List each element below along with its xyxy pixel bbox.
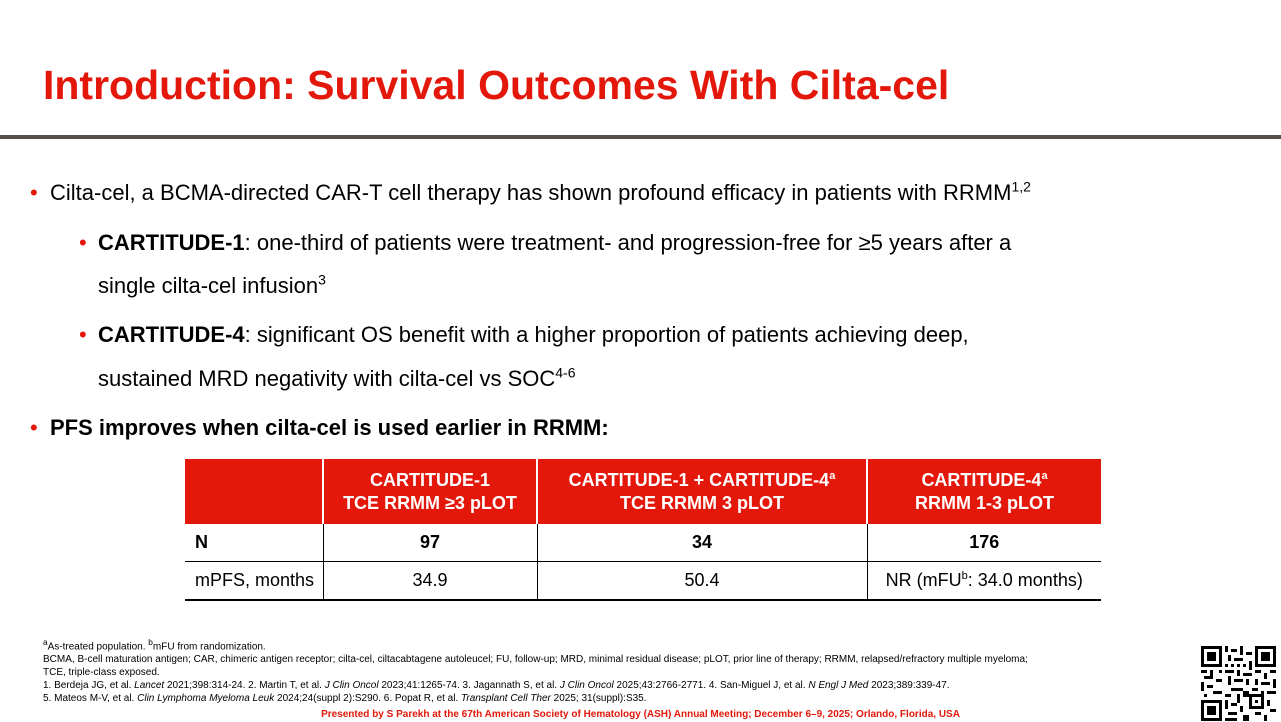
table-cell: N bbox=[185, 524, 324, 562]
presented-by-footer: Presented by S Parekh at the 67th Americ… bbox=[321, 709, 960, 720]
table-cell: NR (mFUb: 34.0 months) bbox=[867, 561, 1101, 601]
references-line-1: 1. Berdeja JG, et al. Lancet 2021;398:31… bbox=[43, 680, 950, 692]
table-header: CARTITUDE-1 + CARTITUDE-4a TCE RRMM 3 pLO… bbox=[537, 459, 868, 524]
bullet-3-line2: sustained MRD negativity with cilta-cel … bbox=[98, 364, 576, 391]
bullet-marker: • bbox=[79, 322, 87, 347]
table-header-empty bbox=[185, 459, 324, 524]
table-cell: 34 bbox=[537, 524, 868, 562]
bullet-2: CARTITUDE-1: one-third of patients were … bbox=[98, 230, 1012, 255]
bullet-marker: • bbox=[30, 180, 38, 205]
table-header: CARTITUDE-4a RRMM 1-3 pLOT bbox=[867, 459, 1101, 524]
bullet-2-line2: single cilta-cel infusion3 bbox=[98, 271, 326, 298]
table-row: mPFS, months 34.9 50.4 NR (mFUb: 34.0 mo… bbox=[185, 561, 1101, 601]
abbreviations: BCMA, B-cell maturation antigen; CAR, ch… bbox=[43, 654, 1028, 666]
table-header: CARTITUDE-1 TCE RRMM ≥3 pLOT bbox=[323, 459, 538, 524]
footnote-line: aAs-treated population. bmFU from random… bbox=[43, 637, 266, 653]
title-divider bbox=[0, 135, 1281, 139]
bullet-marker: • bbox=[79, 230, 87, 255]
table-row: N 97 34 176 bbox=[185, 524, 1101, 562]
table-cell: 97 bbox=[323, 524, 538, 562]
table-cell: mPFS, months bbox=[185, 561, 324, 601]
qr-code-icon bbox=[1201, 646, 1276, 721]
table-cell: 176 bbox=[867, 524, 1101, 562]
slide-title: Introduction: Survival Outcomes With Cil… bbox=[43, 62, 950, 108]
table-cell: 34.9 bbox=[323, 561, 538, 601]
pfs-table: CARTITUDE-1 TCE RRMM ≥3 pLOT CARTITUDE-1 … bbox=[185, 459, 1101, 601]
bullet-1: Cilta-cel, a BCMA-directed CAR-T cell th… bbox=[50, 178, 1031, 205]
bullet-marker: • bbox=[30, 415, 38, 440]
abbreviations-cont: TCE, triple-class exposed. bbox=[43, 667, 160, 679]
bullet-3: CARTITUDE-4: significant OS benefit with… bbox=[98, 322, 969, 347]
table-cell: 50.4 bbox=[537, 561, 868, 601]
footnotes: aAs-treated population. bmFU from random… bbox=[43, 636, 1143, 705]
table-header-row: CARTITUDE-1 TCE RRMM ≥3 pLOT CARTITUDE-1 … bbox=[185, 459, 1101, 524]
bullet-4: PFS improves when cilta-cel is used earl… bbox=[50, 415, 609, 440]
references-line-2: 5. Mateos M-V, et al. Clin Lymphoma Myel… bbox=[43, 693, 647, 705]
